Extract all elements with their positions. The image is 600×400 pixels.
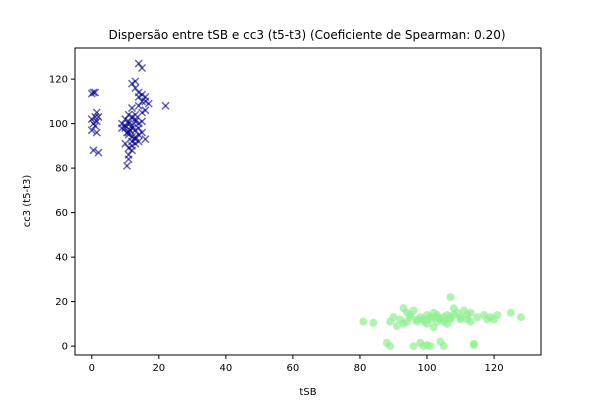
data-point-x xyxy=(141,135,150,144)
data-point-circle xyxy=(402,317,411,326)
data-point-x xyxy=(131,84,140,93)
data-point-x xyxy=(124,155,133,164)
data-point-circle xyxy=(433,313,442,322)
y-tick-label: 40 xyxy=(55,253,68,264)
data-point-x xyxy=(126,126,135,135)
data-point-circle xyxy=(369,318,378,327)
x-tick-label: 100 xyxy=(417,363,436,374)
data-point-x xyxy=(127,146,137,155)
data-point-x xyxy=(161,101,170,110)
data-point-x xyxy=(91,112,100,121)
x-axis-label: tSB xyxy=(299,387,316,398)
data-point-x xyxy=(91,121,100,130)
plot-area xyxy=(87,59,525,351)
data-point-x xyxy=(127,104,137,113)
x-tick-label: 120 xyxy=(485,363,504,374)
data-point-x xyxy=(138,117,147,126)
data-point-x xyxy=(134,101,143,110)
y-axis: 0 20 40 60 80 100 120 xyxy=(49,75,75,353)
data-point-x xyxy=(141,106,150,115)
data-point-circle xyxy=(493,310,502,319)
x-tick-label: 80 xyxy=(354,363,367,374)
data-point-x xyxy=(127,79,137,88)
y-axis-label: cc3 (t5-t3) xyxy=(22,175,33,228)
data-point-x xyxy=(122,161,131,170)
data-point-x xyxy=(94,112,103,121)
data-point-circle xyxy=(392,322,401,331)
data-point-circle xyxy=(466,308,475,317)
x-tick-label: 0 xyxy=(89,363,95,374)
chart-title: Dispersão entre tSB e cc3 (t5-t3) (Coefi… xyxy=(108,28,505,42)
data-point-x xyxy=(87,89,96,98)
data-point-x xyxy=(124,117,133,126)
x-tick-label: 40 xyxy=(219,363,232,374)
data-point-circle xyxy=(469,340,478,349)
data-point-x xyxy=(134,92,143,101)
x-axis: 0 20 40 60 80 100 120 xyxy=(89,355,504,374)
data-point-x xyxy=(127,132,137,142)
data-point-x xyxy=(121,139,130,148)
data-point-x xyxy=(121,124,130,133)
data-point-circle xyxy=(439,342,448,351)
data-point-x xyxy=(89,146,98,155)
data-point-circle xyxy=(406,310,415,319)
data-point-x xyxy=(131,115,140,124)
plot-frame xyxy=(74,47,542,356)
data-point-circle xyxy=(516,313,525,322)
data-point-x xyxy=(138,63,147,73)
x-tick-label: 60 xyxy=(287,363,300,374)
data-point-circle xyxy=(426,342,435,351)
data-point-x xyxy=(87,126,96,135)
data-point-x xyxy=(134,59,143,68)
x-tick-label: 20 xyxy=(152,363,165,374)
data-point-x xyxy=(134,124,143,133)
data-point-x xyxy=(138,97,147,106)
y-tick-label: 0 xyxy=(62,342,68,353)
data-point-x xyxy=(134,130,143,139)
data-point-circle xyxy=(389,313,398,322)
data-point-x xyxy=(124,119,133,128)
y-tick-label: 60 xyxy=(55,208,68,219)
data-point-x xyxy=(144,99,153,108)
data-point-circle xyxy=(409,342,418,351)
data-point-circle xyxy=(419,315,428,324)
y-tick-label: 20 xyxy=(55,297,68,308)
y-tick-label: 120 xyxy=(49,75,68,86)
data-point-circle xyxy=(506,308,515,317)
data-point-x xyxy=(92,128,101,137)
data-point-x xyxy=(92,108,101,117)
data-point-circle xyxy=(446,293,455,302)
data-point-circle xyxy=(359,317,368,326)
data-point-x xyxy=(131,139,140,148)
y-tick-label: 100 xyxy=(49,119,68,130)
data-point-x xyxy=(94,148,103,157)
data-point-circle xyxy=(386,342,395,351)
data-point-circle xyxy=(466,317,475,326)
data-point-circle xyxy=(473,313,482,322)
data-point-circle xyxy=(456,313,465,322)
y-tick-label: 80 xyxy=(55,164,68,175)
